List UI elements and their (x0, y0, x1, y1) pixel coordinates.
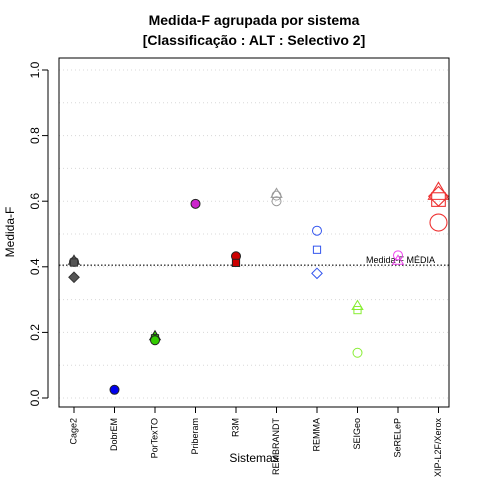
point-square (312, 245, 322, 254)
x-tick-label: REMMA (311, 418, 321, 452)
point-square (231, 258, 241, 267)
chart-subtitle: [Classificação : ALT : Selectivo 2] (143, 32, 366, 48)
x-tick-label: SeRELeP (392, 418, 402, 458)
y-tick-label: 0.6 (28, 193, 42, 210)
x-tick-label: Cage2 (68, 418, 78, 445)
point-circle (352, 347, 363, 358)
y-tick-label: 0.0 (28, 389, 42, 406)
x-tick-label: PorTexTO (149, 418, 159, 458)
y-tick-label: 1.0 (28, 61, 42, 78)
x-axis: Cage2 DobrEM PorTexTO Priberam R3M REMBRANDT R… (68, 406, 443, 478)
y-tick-label: 0.4 (28, 258, 42, 275)
point-circle (393, 250, 403, 261)
point-diamond (68, 271, 80, 284)
data-points (67, 181, 450, 395)
grid-lines (59, 69, 449, 399)
y-tick-label: 0.8 (28, 127, 42, 144)
y-axis-label: Medida-F (3, 207, 17, 258)
point-circle (190, 198, 201, 209)
y-axis: 0.0 0.2 0.4 0.6 0.8 1.0 (28, 61, 49, 406)
x-tick-label: Priberam (190, 418, 200, 455)
point-circle (429, 213, 448, 232)
point-circle (271, 190, 282, 201)
point-triangle (391, 254, 405, 265)
point-square (69, 258, 79, 267)
chart-title: Medida-F agrupada por sistema (149, 12, 360, 28)
point-square (431, 192, 446, 207)
x-tick-label: XIP-L2F/Xerox (433, 418, 443, 478)
plot-frame (58, 57, 450, 408)
x-tick-label: SEIGeo (352, 418, 362, 450)
x-tick-label: REMBRANDT (271, 418, 281, 476)
point-diamond (311, 267, 323, 280)
reference-line-group: Medida-F MÉDIA (59, 255, 449, 266)
point-circle (109, 384, 120, 395)
x-axis-label: Sistemas (229, 451, 278, 465)
point-circle (150, 335, 160, 346)
point-circle (271, 196, 282, 207)
x-tick-label: R3M (230, 418, 240, 437)
point-triangle (351, 299, 364, 311)
point-triangle (270, 187, 283, 198)
point-circle (312, 225, 322, 236)
point-square (353, 305, 362, 315)
x-tick-label: DobrEM (109, 418, 119, 451)
y-tick-label: 0.2 (28, 324, 42, 341)
